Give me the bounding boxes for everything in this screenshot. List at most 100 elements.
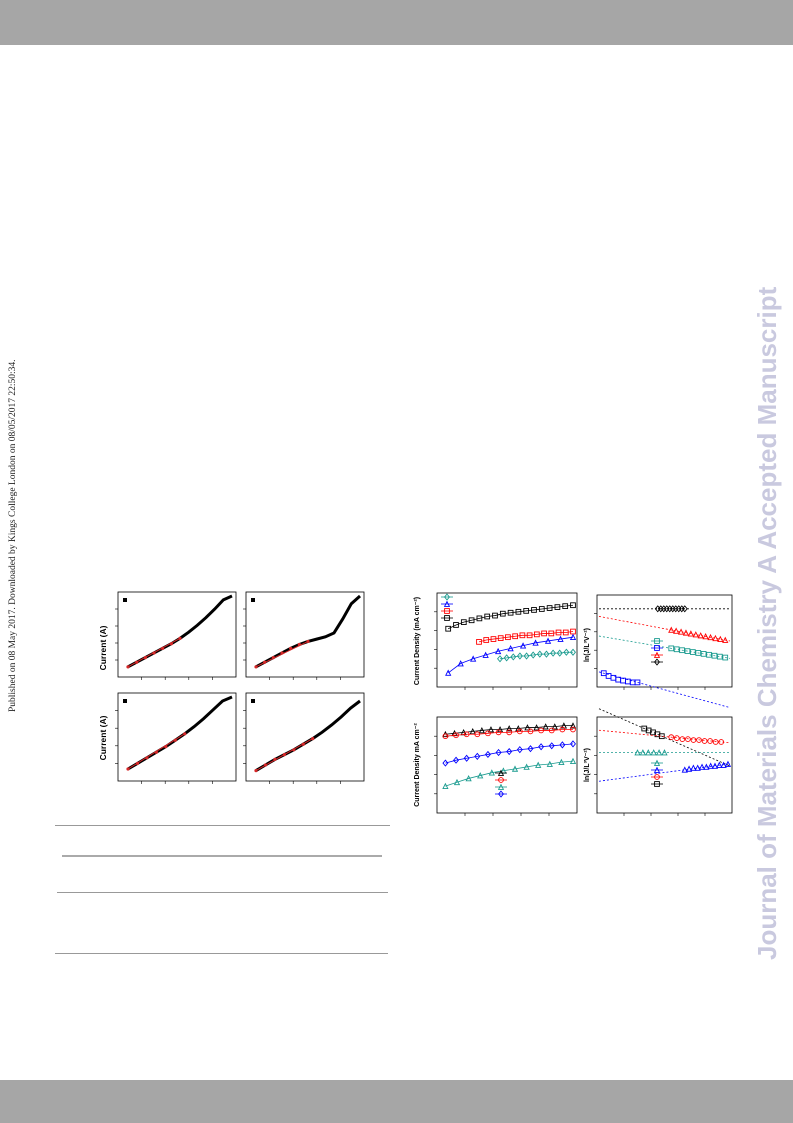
- b-top-right-point-red: [673, 627, 680, 634]
- b-bottom-right-point-blue: [690, 764, 697, 771]
- a-top-right-frame: [245, 591, 365, 678]
- b-top-right-point-teal: [690, 649, 696, 655]
- b-bottom-left-point-red: [527, 728, 534, 735]
- table-rule-middle: [57, 892, 388, 893]
- b-bottom-left-point-black: [496, 726, 504, 733]
- a-bottom-right-label-square: [251, 699, 255, 703]
- b-top-right-point-red: [712, 634, 719, 642]
- b-top-left-point-teal: [516, 652, 523, 660]
- b-top-left-point-black: [445, 625, 452, 632]
- b-bottom-right-point-red: [679, 736, 686, 742]
- b-bottom-left-line-red: [445, 729, 573, 737]
- b-top-left-point-red: [497, 635, 504, 641]
- a-bottom-right-frame: [245, 692, 365, 782]
- b-bottom-left-point-black: [533, 724, 540, 731]
- b-bottom-left-point-teal: [546, 760, 553, 767]
- b-top-left-legend-marker: [444, 615, 450, 621]
- b-top-left-point-black: [538, 606, 545, 612]
- b-bottom-left-point-black: [487, 726, 495, 733]
- b-top-left-point-black: [546, 605, 553, 611]
- b-bottom-left-point-teal: [465, 775, 472, 782]
- b-bottom-right-point-blue: [685, 765, 693, 772]
- b-top-left-legend-marker: [443, 600, 451, 607]
- b-top-left-point-black: [554, 604, 561, 610]
- b-bottom-left-point-teal: [511, 765, 519, 772]
- b-top-left-point-teal: [550, 649, 557, 657]
- b-bottom-left-point-black: [569, 722, 577, 729]
- b-top-left-point-black: [492, 612, 498, 619]
- b-bottom-right-point-teal: [645, 749, 652, 756]
- b-bottom-left-point-blue: [527, 745, 534, 753]
- b-top-left-line-red: [478, 631, 574, 643]
- b-bottom-left-legend-marker: [498, 777, 504, 783]
- b-bottom-left-point-black: [506, 725, 513, 732]
- b-bottom-left-point-red: [548, 727, 555, 734]
- b-bottom-left-point-teal: [558, 758, 565, 765]
- b-top-right-point-teal: [695, 650, 702, 656]
- a-bottom-left-fit-point: [183, 732, 187, 736]
- b-top-left-point-teal: [510, 653, 517, 661]
- b-bottom-right-legend-marker: [653, 759, 661, 766]
- b-bottom-left-point-blue: [516, 746, 523, 754]
- b-bottom-left-point-red: [474, 731, 481, 738]
- b-bottom-left-legend-marker: [497, 769, 505, 776]
- b-top-right-point-teal: [711, 652, 718, 659]
- published-note: Published on 08 May 2017. Downloaded by …: [8, 359, 18, 712]
- b-bottom-left-point-teal: [442, 782, 449, 789]
- b-top-left-point-black: [515, 608, 522, 615]
- b-top-right-point-blue: [634, 679, 641, 686]
- b-bottom-right-point-blue: [707, 762, 714, 769]
- b-bottom-left-point-teal: [523, 763, 530, 770]
- ylabel-ln-bottom: ln(J/L³V⁻²): [584, 748, 591, 782]
- b-bottom-left-point-black: [524, 724, 531, 731]
- b-top-left-point-blue: [470, 655, 477, 662]
- ylabel-current-top: Current (A): [98, 625, 108, 670]
- b-bottom-right-point-red: [707, 738, 713, 744]
- b-top-right-point-red: [668, 626, 675, 633]
- ylabel-current-bottom: Current (A): [98, 715, 108, 760]
- a-top-left-fit-point: [135, 660, 139, 664]
- b-bottom-left-point-blue: [453, 756, 460, 764]
- b-bottom-right-frame: [596, 716, 733, 814]
- b-bottom-left-point-red: [453, 732, 459, 739]
- b-bottom-left-point-teal: [569, 757, 577, 765]
- b-top-left-point-blue: [457, 660, 464, 667]
- b-bottom-left-legend-marker: [498, 790, 504, 798]
- b-bottom-left-point-teal: [453, 778, 461, 786]
- b-top-left-point-teal: [523, 652, 530, 660]
- figure-current-plots: Current (A) Current (A): [98, 591, 365, 784]
- b-top-left-point-blue: [445, 669, 452, 676]
- b-top-left-point-black: [476, 615, 483, 622]
- b-top-right-legend-marker: [654, 645, 660, 651]
- a-bottom-left-fit-point: [135, 761, 140, 765]
- b-bottom-right-guide-red: [598, 729, 731, 744]
- a-top-right-fit-point: [263, 660, 267, 664]
- b-top-left-line-black: [448, 604, 574, 630]
- b-bottom-left-point-blue: [442, 759, 449, 767]
- b-top-left-point-red: [490, 636, 497, 642]
- a-top-left-series-line: [127, 594, 233, 669]
- b-bottom-left-point-black: [515, 725, 522, 732]
- b-top-right-point-teal: [722, 654, 729, 661]
- b-bottom-left-point-black: [469, 727, 476, 735]
- journal-watermark: Journal of Materials Chemistry A Accepte…: [752, 286, 782, 960]
- b-top-right-point-red: [702, 632, 709, 640]
- ylabel-current-density-bottom: Current Density mA cm⁻²: [414, 723, 421, 807]
- b-top-left-point-blue: [544, 637, 552, 644]
- b-bottom-left-point-red: [516, 728, 523, 735]
- b-bottom-right-point-teal: [655, 749, 663, 756]
- b-bottom-left-point-teal: [477, 772, 484, 779]
- b-top-right-point-red: [717, 635, 724, 643]
- b-top-left-point-black: [460, 619, 467, 625]
- a-top-left-frame: [117, 591, 237, 678]
- b-top-left-point-red: [555, 629, 562, 636]
- b-top-left-point-teal: [556, 649, 563, 657]
- b-bottom-right-point-red: [712, 739, 719, 745]
- b-top-left-line-teal: [499, 651, 573, 660]
- b-top-right-point-teal: [700, 651, 707, 657]
- b-top-right-guide-red: [598, 616, 731, 642]
- watermark-text: Journal of Materials Chemistry A Accepte…: [752, 286, 782, 960]
- b-bottom-right-point-blue: [694, 764, 701, 771]
- b-bottom-right-legend-marker: [653, 766, 661, 773]
- b-top-left-point-red: [533, 631, 540, 638]
